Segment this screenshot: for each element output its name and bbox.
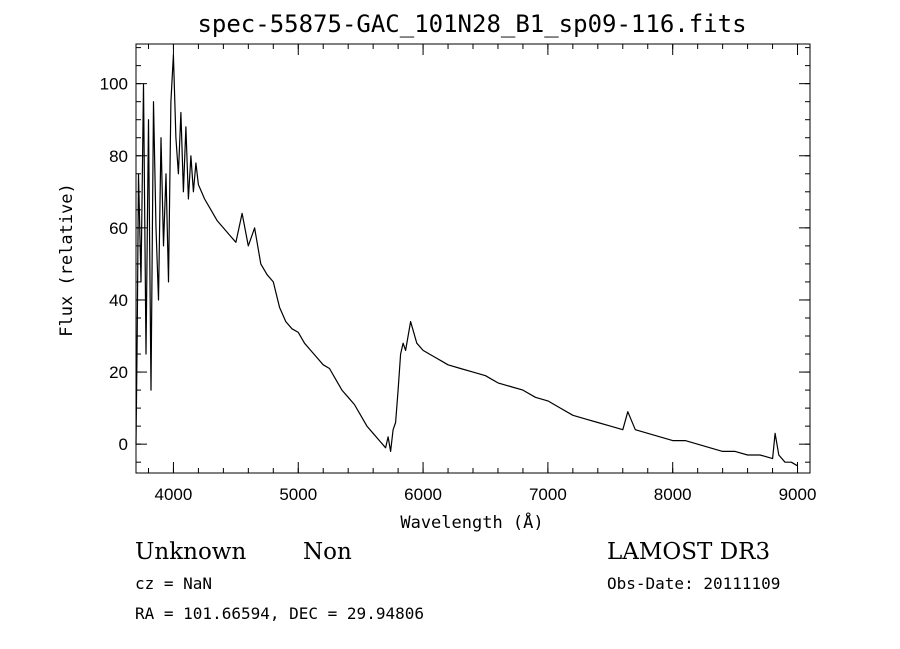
redshift-label: cz = NaN: [135, 574, 212, 593]
x-tick-label: 6000: [404, 485, 442, 504]
axis-ticks: [136, 44, 810, 473]
class-label: Unknown: [135, 539, 246, 565]
y-tick-label: 80: [109, 147, 128, 166]
y-tick-label: 100: [100, 75, 128, 94]
x-tick-label: 4000: [155, 485, 193, 504]
y-axis-label: Flux (relative): [57, 183, 77, 337]
y-tick-label: 0: [119, 435, 128, 454]
y-tick-label: 40: [109, 291, 128, 310]
x-tick-label: 9000: [779, 485, 817, 504]
subclass-label: Non: [303, 539, 352, 565]
x-tick-label: 7000: [529, 485, 567, 504]
y-tick-label: 20: [109, 363, 128, 382]
x-tick-label: 8000: [654, 485, 692, 504]
obs-date-label: Obs-Date: 20111109: [607, 574, 780, 593]
coordinates-label: RA = 101.66594, DEC = 29.94806: [135, 604, 424, 623]
survey-label: LAMOST DR3: [607, 539, 770, 565]
x-axis-label: Wavelength (Å): [400, 511, 543, 533]
spectrum-line: [135, 54, 798, 467]
y-tick-labels: 0 20 40 60 80 100: [100, 75, 128, 455]
chart-title: spec-55875-GAC_101N28_B1_sp09-116.fits: [197, 10, 746, 38]
y-tick-label: 60: [109, 219, 128, 238]
x-tick-labels: 4000 5000 6000 7000 8000 9000: [155, 485, 817, 504]
plot-frame: [135, 43, 811, 474]
x-tick-label: 5000: [279, 485, 317, 504]
